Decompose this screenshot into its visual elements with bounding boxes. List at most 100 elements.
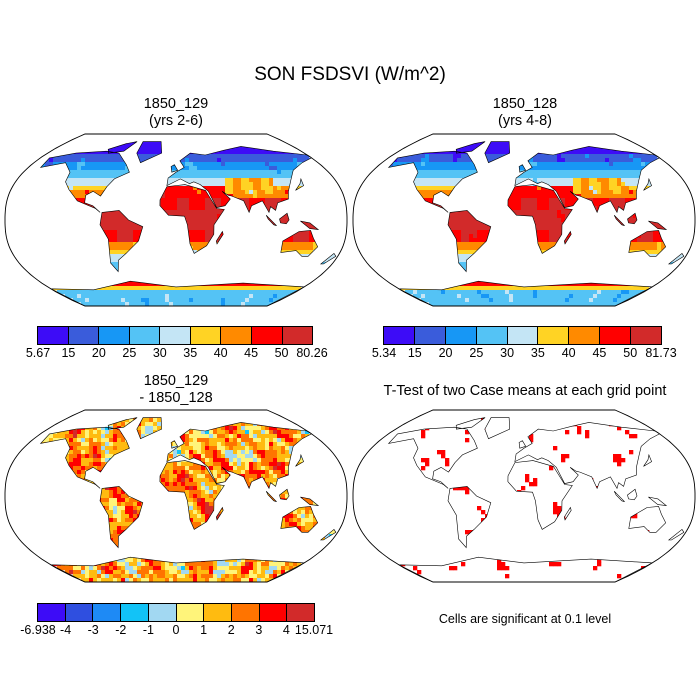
grid-cell [237,270,242,275]
grid-cell [181,234,186,239]
grid-cell [317,170,322,175]
grid-cell [269,266,274,271]
grid-cell [237,182,242,187]
grid-cell [473,158,478,163]
grid-cell [589,186,594,191]
grid-cell [309,182,314,187]
grid-cell [229,206,234,211]
grid-cell [388,226,390,231]
grid-cell [537,198,542,203]
grid-cell [53,186,58,191]
grid-cell [217,262,222,267]
grid-cell [153,274,158,279]
grid-cell [65,246,70,251]
grid-cell [101,274,106,279]
grid-cell [253,194,258,199]
grid-cell [125,290,130,295]
grid-cell [41,198,46,203]
grid-cell [229,230,234,235]
grid-cell [333,206,336,211]
grid-cell [561,134,565,138]
grid-cell [461,174,466,179]
grid-cell [229,242,234,247]
grid-cell [217,214,222,219]
grid-cell [121,218,126,223]
grid-cell [141,278,146,283]
grid-cell [609,170,614,175]
grid-cell [181,142,186,147]
grid-cell [117,170,122,175]
grid-cell [257,262,262,267]
grid-cell [205,266,210,271]
grid-cell [437,166,442,171]
grid-cell [265,166,270,171]
grid-cell [461,182,466,187]
grid-cell [93,218,98,223]
grid-cell [549,194,554,199]
grid-cell [509,162,514,167]
grid-cell [293,166,298,171]
grid-cell [481,226,486,231]
grid-cell [409,166,414,171]
grid-cell [193,258,198,263]
grid-cell [489,198,494,203]
grid-cell [145,162,150,167]
grid-cell [29,262,33,266]
grid-cell [153,278,158,283]
grid-cell [577,178,582,183]
grid-cell [621,170,626,175]
grid-cell [177,242,182,247]
grid-cell [469,198,474,203]
grid-cell [133,194,138,199]
grid-cell [89,302,94,306]
grid-cell [277,258,282,263]
grid-cell [309,194,314,199]
grid-cell [565,146,570,151]
grid-cell [137,170,142,175]
grid-cell [501,182,506,187]
grid-cell [241,234,246,239]
grid-cell [465,170,470,175]
grid-cell [53,166,58,171]
grid-cell [205,174,210,179]
grid-cell [117,166,122,171]
grid-cell [305,266,310,271]
grid-cell [65,242,70,247]
grid-cell [361,206,365,210]
grid-cell [49,254,54,259]
grid-cell [589,198,594,203]
grid-cell [85,141,90,143]
grid-cell [141,238,146,243]
grid-cell [365,218,369,222]
grid-cell [249,158,254,163]
grid-cell [45,206,50,211]
grid-cell [541,186,546,191]
grid-cell [113,162,118,167]
grid-cell [553,198,558,203]
grid-cell [85,206,90,211]
grid-cell [13,234,17,238]
grid-cell [401,178,406,183]
grid-cell [69,274,74,279]
grid-cell [57,286,62,291]
grid-cell [141,302,146,306]
grid-cell [109,298,114,303]
grid-cell [25,258,29,262]
grid-cell [21,238,25,242]
grid-cell [85,218,90,223]
grid-cell [641,190,646,195]
grid-cell [329,218,334,223]
grid-cell [29,210,33,214]
grid-cell [601,218,606,223]
grid-cell [209,290,214,295]
grid-cell [185,266,190,271]
grid-cell [433,214,438,219]
grid-cell [97,150,102,155]
grid-cell [557,154,562,159]
grid-cell [457,134,461,138]
grid-cell [13,206,17,210]
grid-cell [133,246,138,251]
grid-cell [237,146,242,151]
grid-cell [201,206,206,211]
grid-cell [97,182,102,187]
